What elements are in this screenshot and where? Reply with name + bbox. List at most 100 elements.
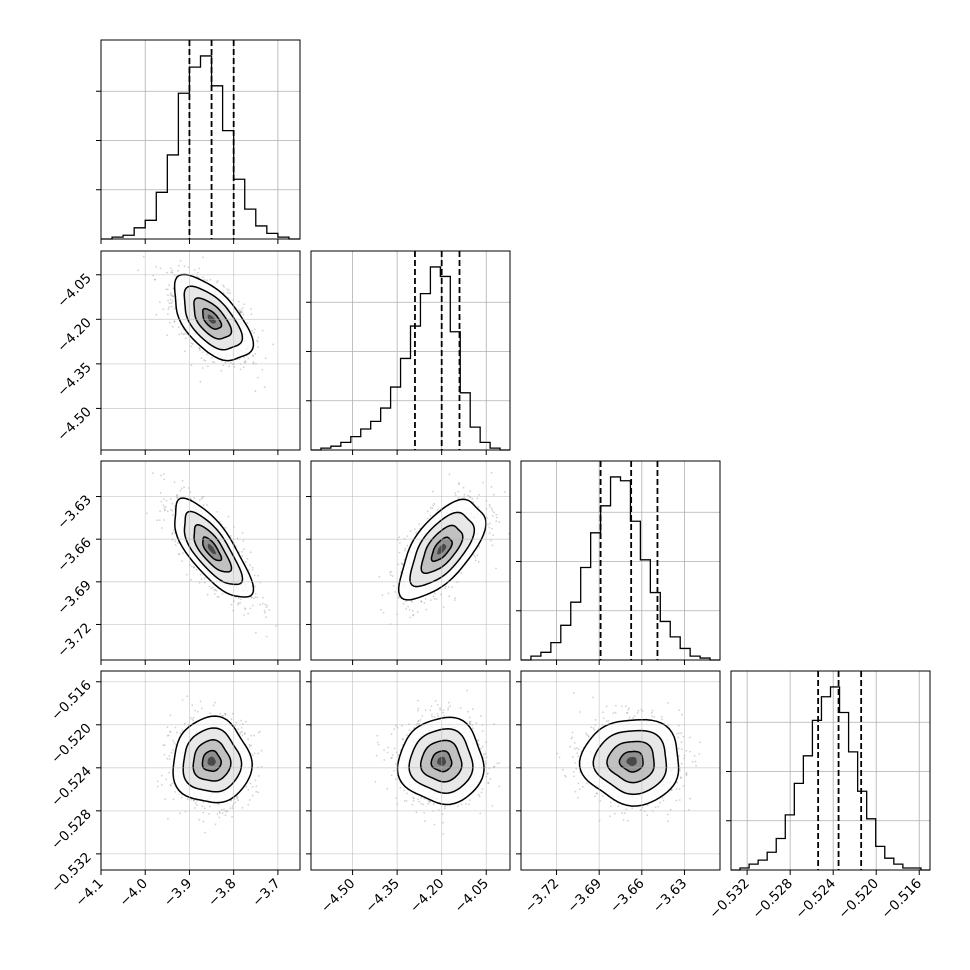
- sample-point: [182, 552, 184, 554]
- sample-point: [190, 345, 193, 348]
- sample-point: [183, 265, 186, 268]
- sample-point: [167, 299, 170, 302]
- sample-point: [172, 453, 174, 455]
- sample-point: [254, 390, 257, 393]
- sample-point: [209, 278, 212, 281]
- sample-point: [473, 554, 475, 556]
- histogram-panel-4: [726, 670, 931, 871]
- sample-point: [431, 507, 434, 510]
- sample-point: [162, 744, 165, 747]
- sample-point: [178, 553, 181, 556]
- sample-point: [253, 331, 255, 334]
- sample-point: [490, 471, 493, 474]
- sample-point: [162, 504, 165, 507]
- sample-point: [237, 597, 240, 600]
- sample-point: [436, 712, 439, 715]
- sample-point: [255, 790, 258, 793]
- sample-point: [160, 500, 163, 503]
- sample-point: [159, 510, 162, 512]
- sample-point: [191, 565, 193, 568]
- sample-point: [213, 361, 216, 364]
- sample-point: [417, 720, 419, 723]
- sample-point: [220, 809, 223, 811]
- sample-point: [166, 726, 169, 728]
- sample-point: [233, 798, 236, 800]
- sample-point: [230, 799, 233, 802]
- sample-point: [402, 602, 405, 605]
- sample-point: [414, 528, 416, 531]
- sample-point: [180, 487, 183, 490]
- sample-point: [241, 532, 244, 534]
- sample-point: [171, 271, 174, 274]
- sample-point: [178, 333, 181, 336]
- sample-point: [252, 361, 255, 364]
- sample-point: [477, 739, 480, 741]
- sample-point: [439, 593, 442, 596]
- sample-point: [398, 596, 400, 598]
- sample-point: [261, 602, 264, 605]
- sample-point: [174, 540, 177, 543]
- sample-point: [248, 744, 251, 746]
- sample-point: [206, 279, 209, 281]
- sample-point: [214, 701, 217, 704]
- sample-point: [249, 564, 252, 566]
- sample-point: [181, 796, 183, 799]
- sample-point: [411, 601, 413, 603]
- sample-point: [238, 309, 241, 311]
- sample-point: [253, 752, 256, 755]
- sample-point: [432, 490, 434, 493]
- sample-point: [264, 611, 266, 614]
- sample-point: [189, 497, 192, 500]
- sample-point: [180, 332, 183, 335]
- sample-point: [254, 585, 256, 588]
- sample-point: [196, 710, 199, 713]
- sample-point: [199, 349, 201, 352]
- sample-point: [451, 586, 453, 589]
- sample-point: [406, 792, 408, 795]
- sample-point: [244, 361, 247, 364]
- sample-point: [181, 699, 184, 701]
- sample-point: [216, 280, 219, 282]
- sample-point: [492, 534, 495, 536]
- sample-point: [204, 359, 207, 362]
- sample-point: [242, 366, 245, 369]
- sample-point: [386, 751, 389, 754]
- sample-point: [398, 536, 400, 539]
- sample-point: [435, 598, 438, 601]
- sample-point: [257, 731, 260, 734]
- sample-point: [156, 780, 159, 783]
- sample-point: [193, 566, 195, 568]
- sample-point: [169, 498, 172, 500]
- sample-point: [209, 805, 211, 808]
- sample-point: [490, 507, 493, 510]
- sample-point: [447, 706, 450, 709]
- sample-point: [202, 276, 204, 279]
- sample-point: [476, 554, 479, 557]
- sample-point: [231, 815, 234, 818]
- sample-point: [425, 608, 428, 611]
- sample-point: [463, 494, 466, 496]
- sample-point: [412, 797, 415, 800]
- sample-point: [199, 700, 202, 703]
- sample-point: [168, 771, 170, 774]
- sample-point: [254, 328, 256, 331]
- sample-point: [241, 730, 243, 733]
- sample-point: [178, 264, 180, 267]
- sample-point: [160, 774, 163, 777]
- sample-point: [201, 805, 204, 808]
- sample-point: [397, 563, 400, 566]
- sample-point: [176, 542, 179, 544]
- sample-point: [479, 812, 482, 815]
- sample-point: [484, 752, 487, 755]
- sample-point: [208, 585, 211, 588]
- sample-point: [222, 284, 225, 287]
- sample-point: [202, 820, 205, 823]
- sample-point: [171, 533, 174, 535]
- sample-point: [214, 823, 217, 826]
- sample-point: [275, 625, 277, 627]
- sample-point: [436, 508, 439, 511]
- sample-point: [398, 551, 401, 554]
- sample-point: [243, 548, 245, 551]
- sample-point: [218, 816, 221, 819]
- sample-point: [217, 803, 220, 806]
